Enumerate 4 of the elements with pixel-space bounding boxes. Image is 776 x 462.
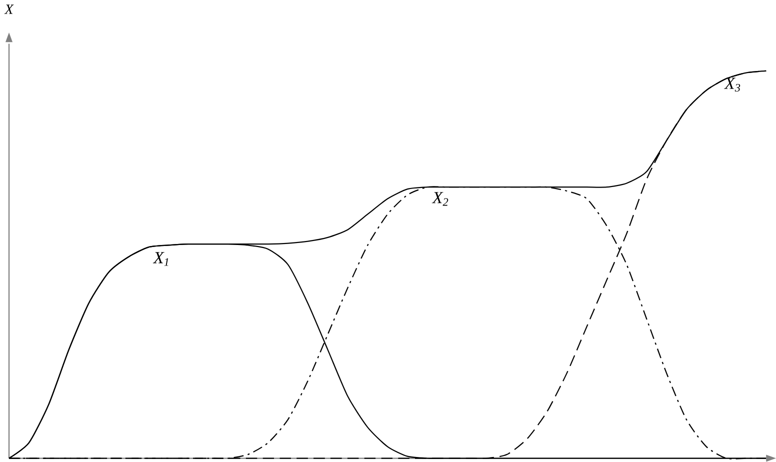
series-label: X$_{1}$ [152, 252, 168, 266]
y-axis-title: X [4, 4, 14, 14]
series-label: X$_{2}$ [432, 192, 448, 206]
series-label: X$_{3}$ [724, 78, 740, 92]
